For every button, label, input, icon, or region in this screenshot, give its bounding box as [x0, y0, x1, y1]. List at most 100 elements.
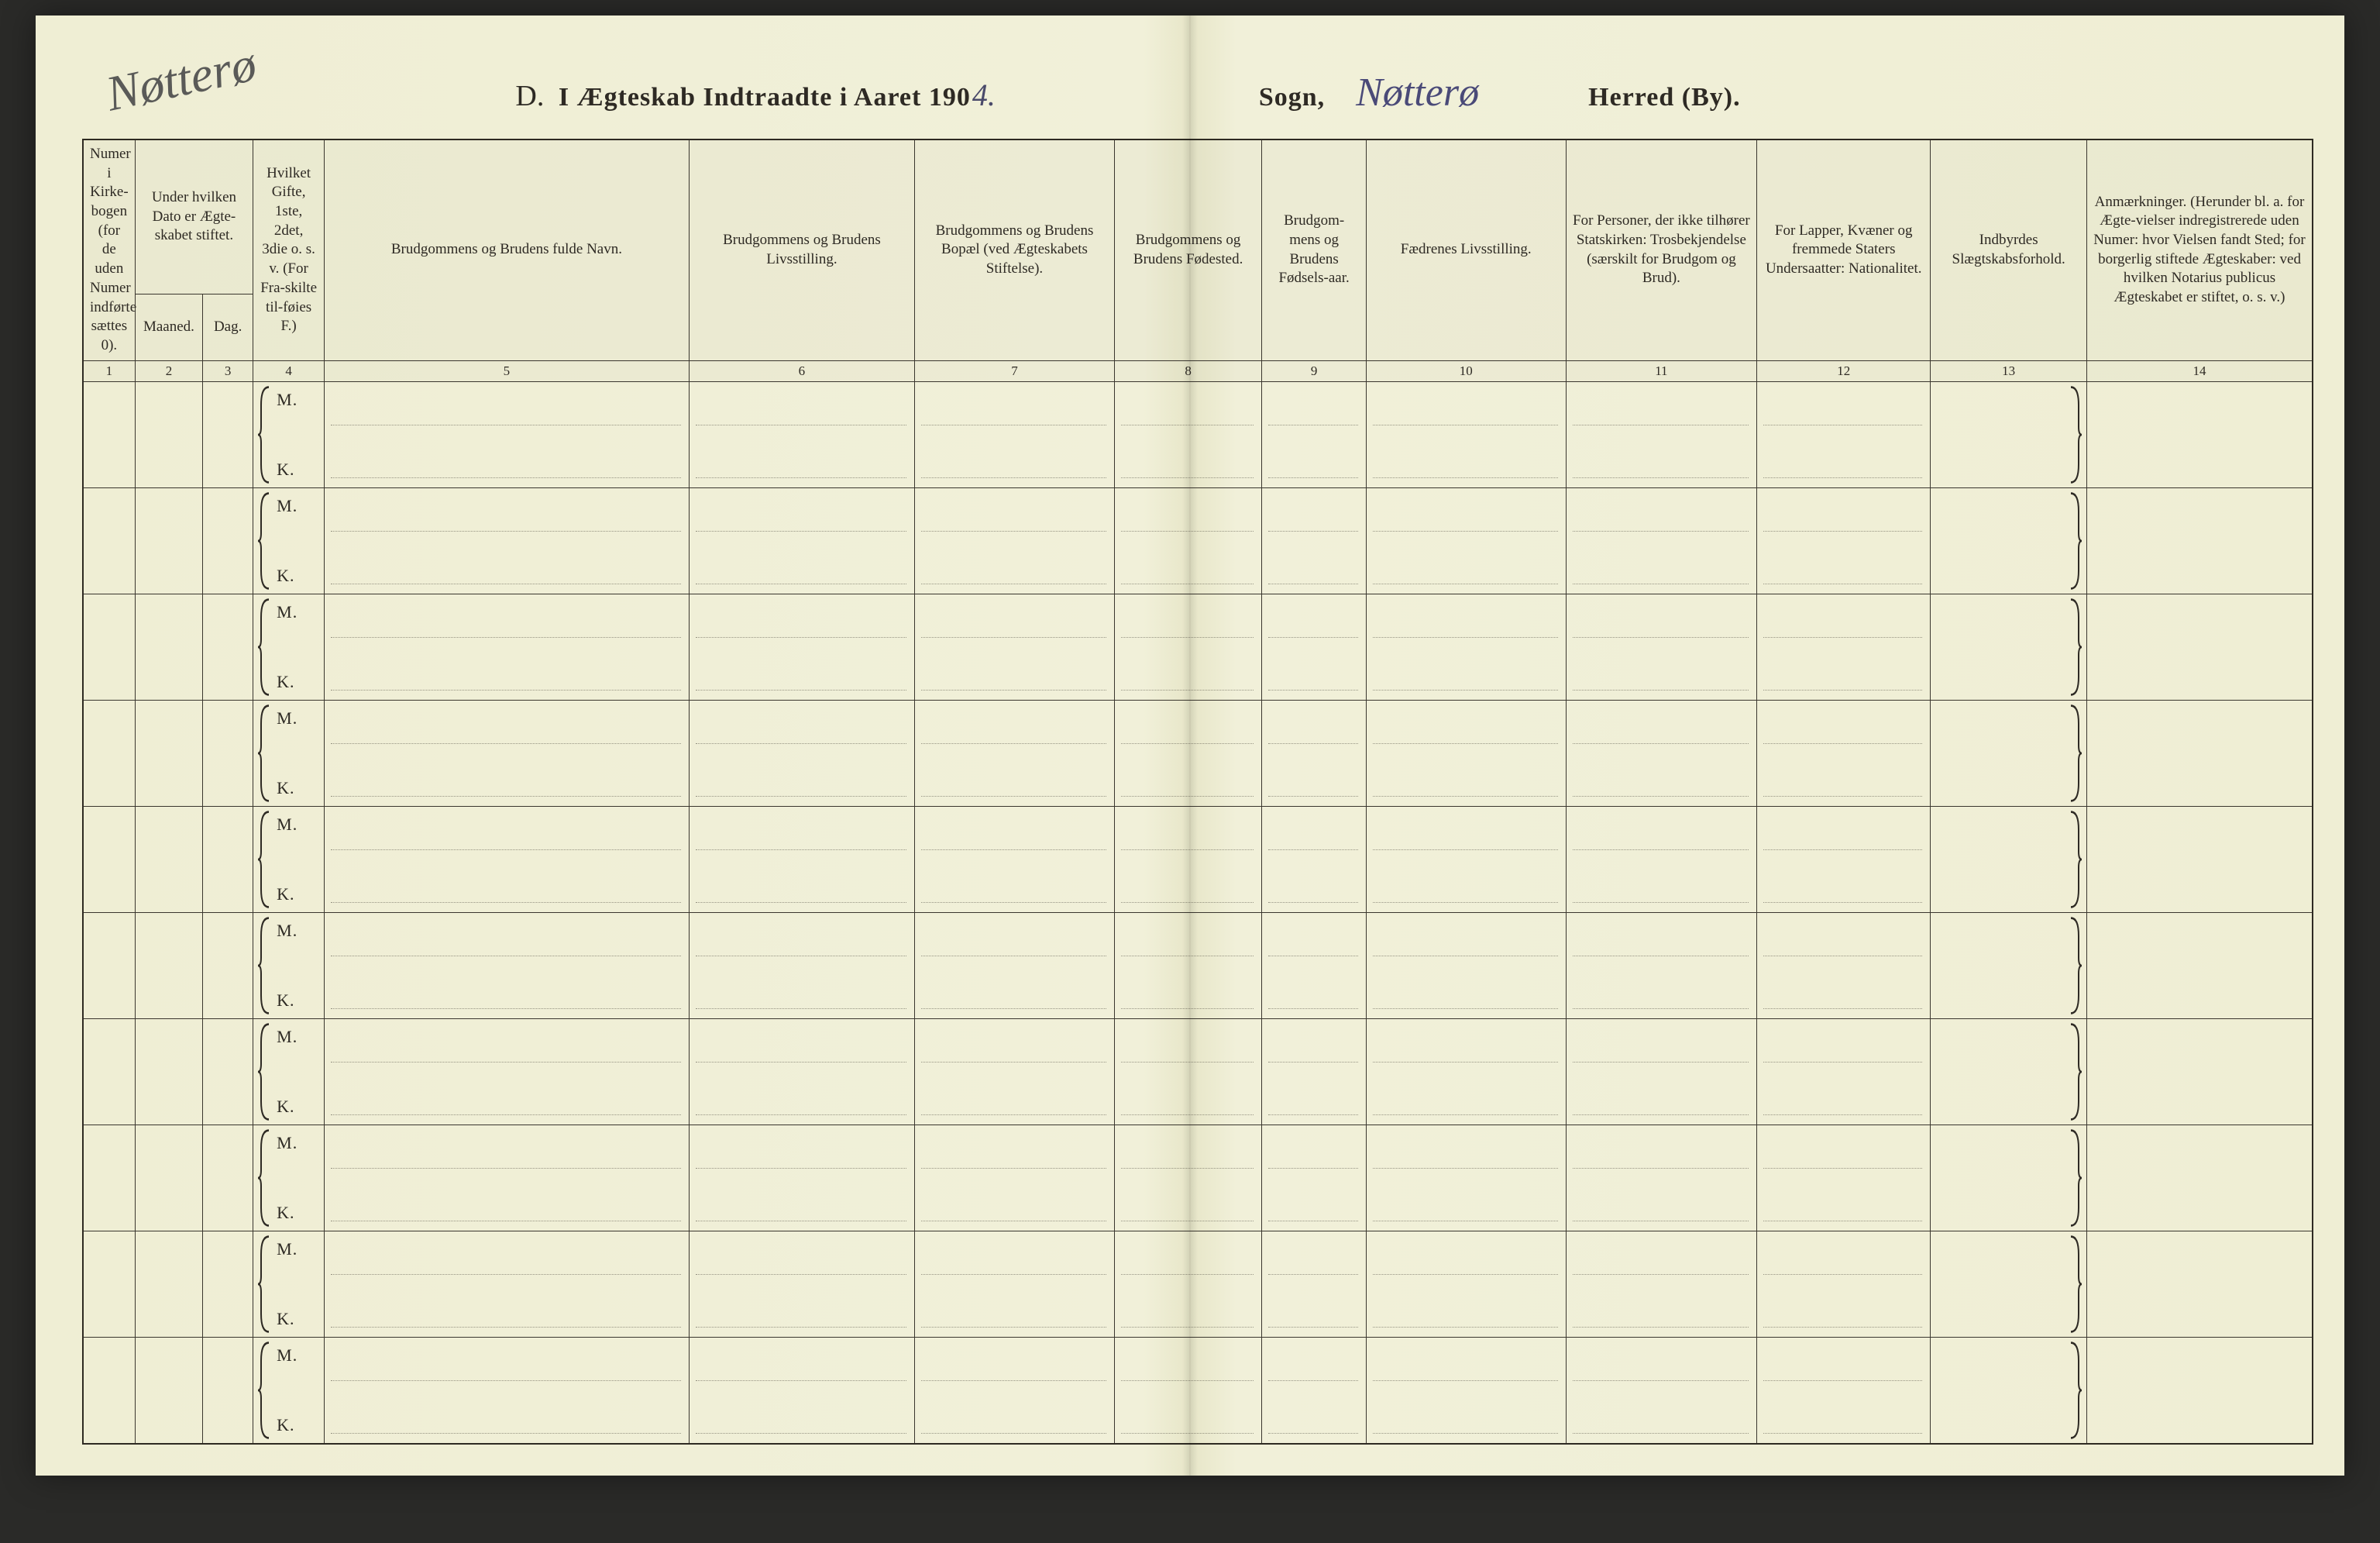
dotted-rule — [921, 1380, 1106, 1381]
relationship-cell — [1931, 487, 2087, 594]
cell — [135, 1018, 202, 1125]
cell — [689, 859, 914, 913]
dotted-rule — [921, 690, 1106, 691]
dotted-rule — [921, 849, 1106, 850]
dotted-rule — [1268, 1380, 1357, 1381]
dotted-rule — [331, 1274, 681, 1275]
cell — [689, 487, 914, 541]
entry-row-m: M. K. — [83, 594, 2313, 647]
dotted-rule — [1573, 690, 1749, 691]
row-label-k: K. — [277, 672, 294, 692]
entry-row-m: M. K. — [83, 1337, 2313, 1390]
cell — [83, 1337, 135, 1444]
dotted-rule — [331, 902, 681, 903]
cell — [1262, 435, 1366, 488]
left-brace-icon — [258, 1022, 272, 1121]
cell — [83, 1125, 135, 1231]
header-title: I Ægteskab Indtraadte i Aaret 190 — [559, 83, 971, 112]
cell — [1566, 594, 1757, 647]
cell — [83, 1231, 135, 1337]
cell — [203, 1231, 253, 1337]
cell — [1262, 1231, 1366, 1284]
cell — [689, 700, 914, 753]
dotted-rule — [1573, 796, 1749, 797]
cell — [1566, 1018, 1757, 1072]
cell — [915, 381, 1115, 435]
dotted-rule — [1763, 1168, 1922, 1169]
left-brace-icon — [258, 598, 272, 697]
relationship-cell — [1931, 594, 2087, 700]
dotted-rule — [1268, 796, 1357, 797]
cell — [1757, 381, 1931, 435]
cell — [1566, 1284, 1757, 1338]
entry-row-m: M. K. — [83, 381, 2313, 435]
colnum-7: 7 — [915, 360, 1115, 381]
dotted-rule — [1573, 1274, 1749, 1275]
dotted-rule — [921, 1008, 1106, 1009]
cell — [915, 753, 1115, 807]
cell — [915, 541, 1115, 594]
cell — [135, 1125, 202, 1231]
cell — [1757, 541, 1931, 594]
row-label-m: M. — [277, 390, 298, 410]
cell — [83, 1018, 135, 1125]
dotted-rule — [696, 477, 906, 478]
dotted-rule — [1763, 1008, 1922, 1009]
left-brace-icon — [258, 704, 272, 803]
dotted-rule — [696, 796, 906, 797]
cell — [689, 1390, 914, 1444]
cell — [1566, 912, 1757, 966]
cell — [1757, 1072, 1931, 1125]
dotted-rule — [921, 796, 1106, 797]
cell — [1757, 806, 1931, 859]
dotted-rule — [1573, 849, 1749, 850]
dotted-rule — [331, 531, 681, 532]
dotted-rule — [1373, 796, 1558, 797]
entry-row-m: M. K. — [83, 700, 2313, 753]
cell — [1366, 1018, 1566, 1072]
cell — [1566, 1072, 1757, 1125]
dotted-rule — [1373, 1168, 1558, 1169]
dotted-rule — [1573, 1008, 1749, 1009]
cell — [1366, 753, 1566, 807]
dotted-rule — [696, 849, 906, 850]
dotted-rule — [1121, 743, 1254, 744]
dotted-rule — [696, 637, 906, 638]
cell — [135, 487, 202, 594]
dotted-rule — [696, 902, 906, 903]
cell — [1262, 753, 1366, 807]
cell — [915, 1125, 1115, 1178]
cell — [1566, 859, 1757, 913]
cell — [915, 700, 1115, 753]
dotted-rule — [1268, 477, 1357, 478]
cell — [1566, 487, 1757, 541]
dotted-rule — [1573, 1062, 1749, 1063]
cell — [135, 806, 202, 912]
colnum-13: 13 — [1931, 360, 2087, 381]
dotted-rule — [1373, 477, 1558, 478]
cell — [1566, 1178, 1757, 1231]
dotted-rule — [1373, 637, 1558, 638]
cell — [325, 435, 690, 488]
cell — [83, 700, 135, 806]
colnum-5: 5 — [325, 360, 690, 381]
dotted-rule — [921, 902, 1106, 903]
dotted-rule — [331, 743, 681, 744]
dotted-rule — [921, 1274, 1106, 1275]
dotted-rule — [1268, 690, 1357, 691]
mk-brace-cell: M. K. — [253, 487, 325, 594]
cell — [1366, 487, 1566, 541]
cell — [1757, 1178, 1931, 1231]
cell — [1114, 859, 1262, 913]
mk-brace-cell: M. K. — [253, 806, 325, 912]
cell — [1566, 753, 1757, 807]
left-brace-icon — [258, 385, 272, 484]
right-brace-icon — [2068, 916, 2082, 1015]
cell — [1366, 1390, 1566, 1444]
dotted-rule — [331, 1168, 681, 1169]
cell — [325, 753, 690, 807]
dotted-rule — [921, 1168, 1106, 1169]
dotted-rule — [1373, 1327, 1558, 1328]
cell — [1262, 806, 1366, 859]
cell — [1566, 647, 1757, 701]
